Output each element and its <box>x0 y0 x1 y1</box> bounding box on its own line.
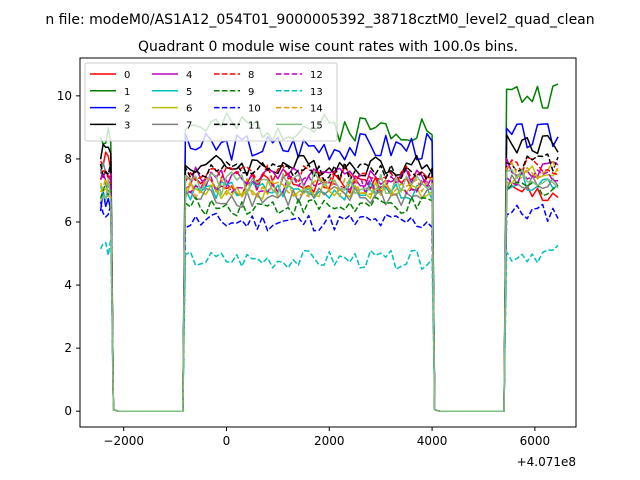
x-tick-label: 0 <box>223 434 231 448</box>
legend-box <box>84 62 338 142</box>
y-tick-label: 2 <box>64 341 72 355</box>
y-tick-label: 4 <box>64 278 72 292</box>
x-tick-label: 2000 <box>314 434 345 448</box>
legend-label-14: 14 <box>310 104 323 115</box>
legend-label-2: 2 <box>124 104 130 115</box>
legend-label-13: 13 <box>310 87 323 98</box>
y-tick-label: 6 <box>64 215 72 229</box>
y-tick-label: 10 <box>57 89 72 103</box>
plot-frame <box>79 57 577 428</box>
legend-label-15: 15 <box>310 120 323 131</box>
axes-layer: −2000 0 2000 4000 6000 0 2 4 6 8 10 <box>57 89 550 448</box>
chart-suptitle: n file: modeM0/AS1A12_054T01_9000005392_… <box>45 12 594 28</box>
legend-label-4: 4 <box>186 70 192 81</box>
legend-label-7: 7 <box>186 120 192 131</box>
x-tick-label: 4000 <box>417 434 448 448</box>
series-line-15 <box>99 168 559 412</box>
x-offset-label: +4.071e8 <box>517 455 576 469</box>
y-tick-label: 0 <box>64 404 72 418</box>
legend-label-6: 6 <box>186 104 192 115</box>
y-tick-label: 8 <box>64 152 72 166</box>
legend-label-3: 3 <box>124 120 130 131</box>
legend-label-9: 9 <box>248 87 254 98</box>
x-tick-label: −2000 <box>103 434 144 448</box>
legend-label-12: 12 <box>310 70 323 81</box>
x-tick-label: 6000 <box>520 434 551 448</box>
legend-label-5: 5 <box>186 87 192 98</box>
legend-label-11: 11 <box>248 120 261 131</box>
chart-title: Quadrant 0 module wise count rates with … <box>138 39 518 55</box>
legend-label-0: 0 <box>124 70 130 81</box>
legend-label-1: 1 <box>124 87 130 98</box>
series-layer <box>99 83 559 412</box>
legend-label-8: 8 <box>248 70 254 81</box>
legend-label-10: 10 <box>248 104 261 115</box>
